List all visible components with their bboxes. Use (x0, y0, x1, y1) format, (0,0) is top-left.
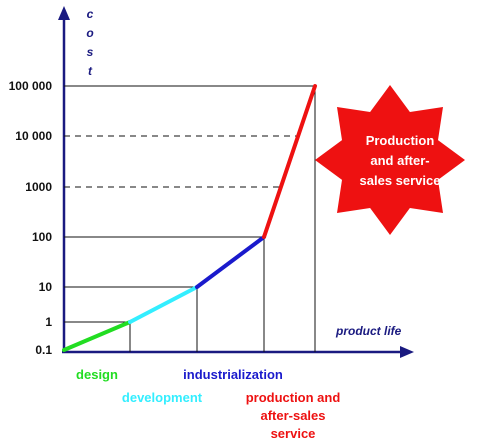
phase-label: after-sales (260, 408, 325, 423)
phase-label: design (76, 367, 118, 382)
y-tick-label: 10 000 (15, 129, 52, 143)
callout-text-line: Production (366, 133, 435, 148)
y-axis-title-letter: o (86, 26, 93, 40)
reference-lines (64, 85, 316, 352)
y-tick-labels: 0.1 1 10 100 1000 10 000 100 000 (9, 79, 53, 357)
y-tick-label: 10 (39, 280, 53, 294)
phase-label: production and (246, 390, 341, 405)
callout-text-line: sales service (360, 173, 441, 188)
y-axis-title-letter: t (88, 64, 93, 78)
x-axis-title: product life (335, 324, 402, 338)
y-tick-label: 1000 (25, 180, 52, 194)
phase-label: development (122, 390, 203, 405)
curve-segment-2 (128, 285, 199, 324)
curve-segment-1 (62, 320, 132, 352)
curve-segment-3 (195, 235, 266, 289)
curve-segment-4 (262, 84, 317, 239)
y-axis-arrow (58, 6, 70, 20)
y-tick-label: 100 (32, 230, 52, 244)
callout-text-line: and after- (370, 153, 429, 168)
phase-labels: design development industrialization produc… (76, 367, 340, 441)
callout-text: Production and after-sales service (360, 133, 441, 188)
y-tick-label: 1 (45, 315, 52, 329)
y-axis-title-letter: c (87, 7, 94, 21)
callout-star (315, 85, 465, 235)
y-tick-label: 100 000 (9, 79, 53, 93)
y-tick-label: 0.1 (35, 343, 52, 357)
x-axis-arrow (400, 346, 414, 358)
phase-label: industrialization (183, 367, 283, 382)
y-axis-title-letter: s (87, 45, 94, 59)
phase-label: service (271, 426, 316, 441)
cost-curve (62, 84, 317, 352)
